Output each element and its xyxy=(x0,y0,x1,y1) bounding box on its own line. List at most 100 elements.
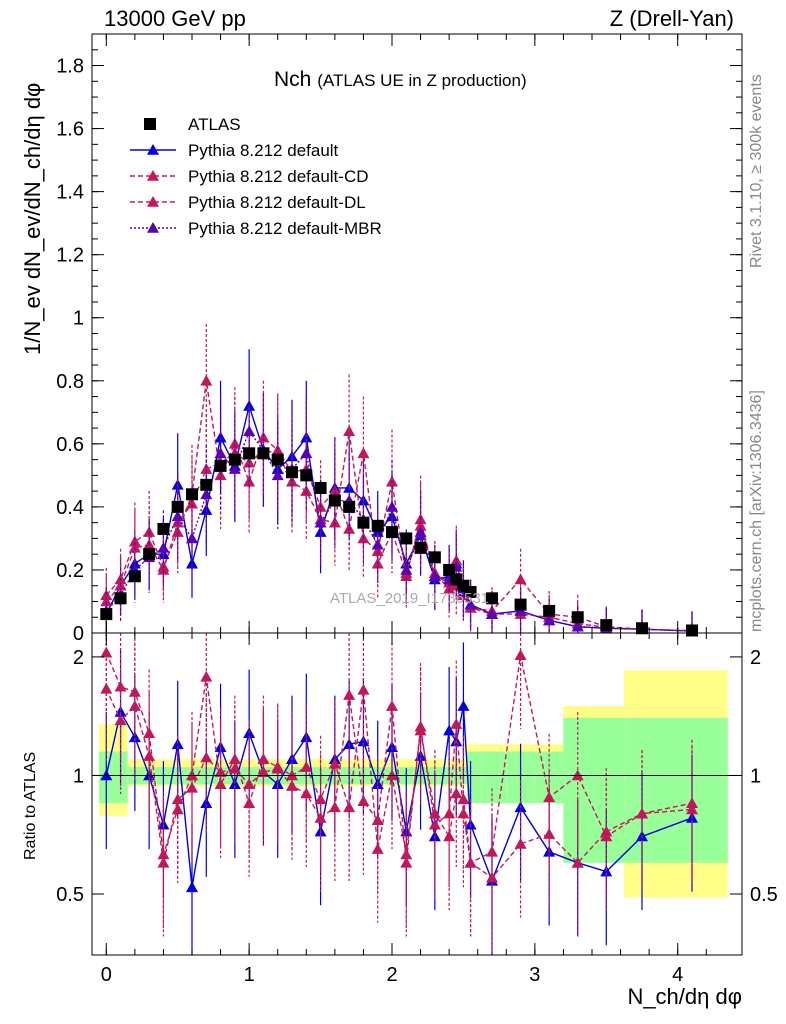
data-point xyxy=(414,526,427,537)
ratio-point xyxy=(457,700,470,711)
legend-entry: Pythia 8.212 default-DL xyxy=(130,193,366,212)
ratio-point xyxy=(636,807,648,819)
ratio-point xyxy=(314,793,327,805)
ratio-frame xyxy=(91,632,743,956)
legend-entry: Pythia 8.212 default-MBR xyxy=(130,219,382,238)
ratio-point xyxy=(457,807,470,819)
data-point xyxy=(128,570,141,583)
ratio-point xyxy=(386,741,398,752)
x-tick-label: 2 xyxy=(386,964,397,986)
ratio-point xyxy=(443,807,456,819)
data-point xyxy=(314,481,327,494)
series-pythia-8-212-default-cd xyxy=(100,324,698,636)
data-point xyxy=(271,453,284,466)
ratio-point xyxy=(486,871,498,883)
chart-title: Nch (ATLAS UE in Z production) xyxy=(274,68,527,92)
ratio-point xyxy=(686,797,698,809)
data-point xyxy=(486,592,498,605)
legend-label: Pythia 8.212 default-CD xyxy=(188,167,369,186)
data-point xyxy=(143,548,156,561)
ratio-point xyxy=(128,685,141,697)
data-point xyxy=(343,500,356,513)
data-point xyxy=(214,447,227,459)
ratio-tick-label-right: 1 xyxy=(750,765,761,787)
rivet-label: Rivet 3.1.10, ≥ 300k events xyxy=(748,74,765,268)
data-point xyxy=(157,522,170,535)
data-point xyxy=(428,570,441,582)
ratio-point xyxy=(400,856,413,868)
legend-marker xyxy=(147,222,159,233)
data-point xyxy=(686,624,698,637)
ratio-point xyxy=(186,881,198,893)
ratio-point xyxy=(100,646,113,658)
data-point xyxy=(214,469,227,481)
ratio-point xyxy=(428,818,441,830)
data-point xyxy=(514,598,527,611)
ratio-point xyxy=(286,780,298,791)
data-point xyxy=(186,532,198,544)
data-point xyxy=(636,622,648,635)
y-tick-label: 1.8 xyxy=(56,56,84,78)
ratio-point xyxy=(450,718,463,729)
y-tick-label: 0.6 xyxy=(56,434,84,456)
ratio-point xyxy=(457,793,470,805)
y-tick-label: 0.2 xyxy=(56,560,84,582)
data-point xyxy=(300,469,313,482)
ratio-point xyxy=(157,818,170,830)
ratio-point xyxy=(357,795,370,807)
data-point xyxy=(543,604,556,617)
ratio-tick-label-right: 0.5 xyxy=(750,884,778,906)
data-point xyxy=(300,447,313,459)
ratio-point xyxy=(128,731,141,743)
ratio-point xyxy=(228,762,241,774)
ratio-point xyxy=(100,682,113,694)
y-tick-label: 1.4 xyxy=(56,182,84,204)
ratio-tick-label: 1 xyxy=(73,765,84,787)
ratio-tick-label: 0.5 xyxy=(56,884,84,906)
y-tick-label: 0 xyxy=(73,623,84,645)
ratio-point xyxy=(514,649,527,661)
chart-subtitle: (ATLAS UE in Z production) xyxy=(317,71,527,90)
data-point xyxy=(414,541,427,554)
ratio-point xyxy=(128,700,141,711)
ratio-y-axis-label: Ratio to ATLAS xyxy=(22,751,39,860)
data-point xyxy=(400,570,413,582)
data-point xyxy=(443,563,456,576)
data-point xyxy=(464,586,477,599)
series-atlas xyxy=(100,447,698,637)
chart-title-main: Nch xyxy=(274,68,312,91)
data-point xyxy=(157,541,170,553)
ratio-point xyxy=(143,750,156,761)
data-point xyxy=(171,500,184,513)
ratio-point xyxy=(300,787,313,799)
data-point xyxy=(243,425,256,437)
data-point xyxy=(328,494,341,507)
ratio-point xyxy=(228,778,241,790)
legend-label: Pythia 8.212 default-DL xyxy=(188,193,366,212)
ratio-point xyxy=(271,762,284,774)
data-point xyxy=(200,374,213,386)
ratio-point xyxy=(200,751,213,763)
legend-marker xyxy=(144,118,156,130)
series-line xyxy=(105,431,693,632)
data-point xyxy=(114,592,127,605)
data-point xyxy=(571,611,584,624)
data-point xyxy=(371,519,384,532)
ratio-point xyxy=(464,856,477,868)
watermark: ATLAS_2019_I1736531 xyxy=(330,590,490,607)
legend-marker xyxy=(147,170,159,181)
ratio-point xyxy=(228,753,241,764)
data-point xyxy=(486,608,498,619)
data-point xyxy=(386,500,398,512)
data-point xyxy=(243,447,256,460)
data-point xyxy=(100,608,113,621)
ratio-layer xyxy=(100,633,698,955)
ratio-point xyxy=(243,778,256,790)
ratio-point xyxy=(100,769,113,781)
data-point xyxy=(571,620,584,632)
x-tick-label: 1 xyxy=(244,964,255,986)
x-tick-label: 0 xyxy=(101,964,112,986)
x-tick-label: 4 xyxy=(672,964,683,986)
data-point xyxy=(357,447,370,459)
ratio-point xyxy=(114,714,127,726)
